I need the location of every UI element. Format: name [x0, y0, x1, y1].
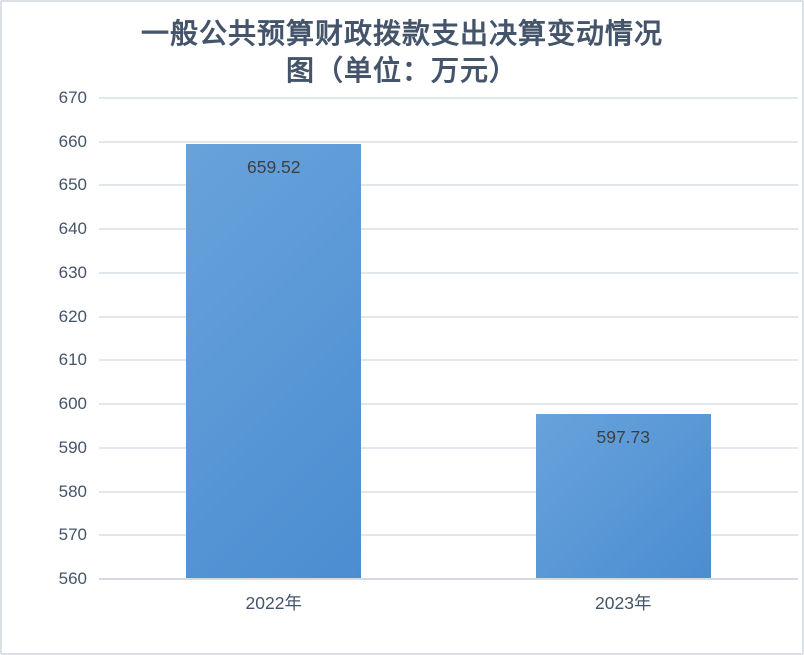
- x-category-label: 2022年: [245, 593, 302, 613]
- bar-2023年: 597.73: [535, 414, 711, 578]
- y-tick-label: 580: [58, 481, 87, 501]
- bar-value-label: 597.73: [596, 427, 651, 448]
- gridline: [99, 97, 798, 99]
- gridline: [99, 271, 798, 274]
- y-tick-label: 630: [58, 262, 87, 282]
- y-tick-label: 570: [58, 525, 87, 545]
- gridline: [99, 403, 798, 406]
- y-tick-label: 670: [58, 88, 87, 107]
- bar-value-label: 659.52: [246, 156, 301, 177]
- gridline: [99, 184, 798, 187]
- plot-area: 659.52 597.73: [99, 97, 798, 580]
- gridline: [99, 490, 798, 493]
- y-tick-label: 640: [58, 219, 87, 239]
- y-tick-label: 660: [58, 131, 87, 151]
- y-tick-label: 610: [58, 350, 87, 370]
- y-tick-label: 560: [58, 569, 87, 588]
- gridline: [99, 534, 798, 537]
- gridline: [99, 446, 798, 449]
- gridline: [99, 315, 798, 318]
- bar-2022年: 659.52: [186, 143, 362, 578]
- gridline: [99, 359, 798, 362]
- y-tick-label: 650: [58, 175, 87, 195]
- chart-title: 一般公共预算财政拨款支出决算变动情况 图（单位：万元）: [140, 19, 663, 87]
- y-tick-label: 600: [58, 394, 87, 414]
- y-tick-label: 620: [58, 306, 87, 326]
- y-tick-label: 590: [58, 437, 87, 457]
- x-category-label: 2023年: [595, 593, 652, 613]
- x-axis-line: [99, 578, 798, 580]
- gridline: [99, 140, 798, 143]
- gridline: [99, 228, 798, 231]
